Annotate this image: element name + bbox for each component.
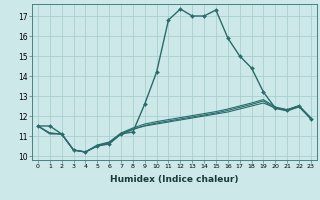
X-axis label: Humidex (Indice chaleur): Humidex (Indice chaleur) [110,175,239,184]
